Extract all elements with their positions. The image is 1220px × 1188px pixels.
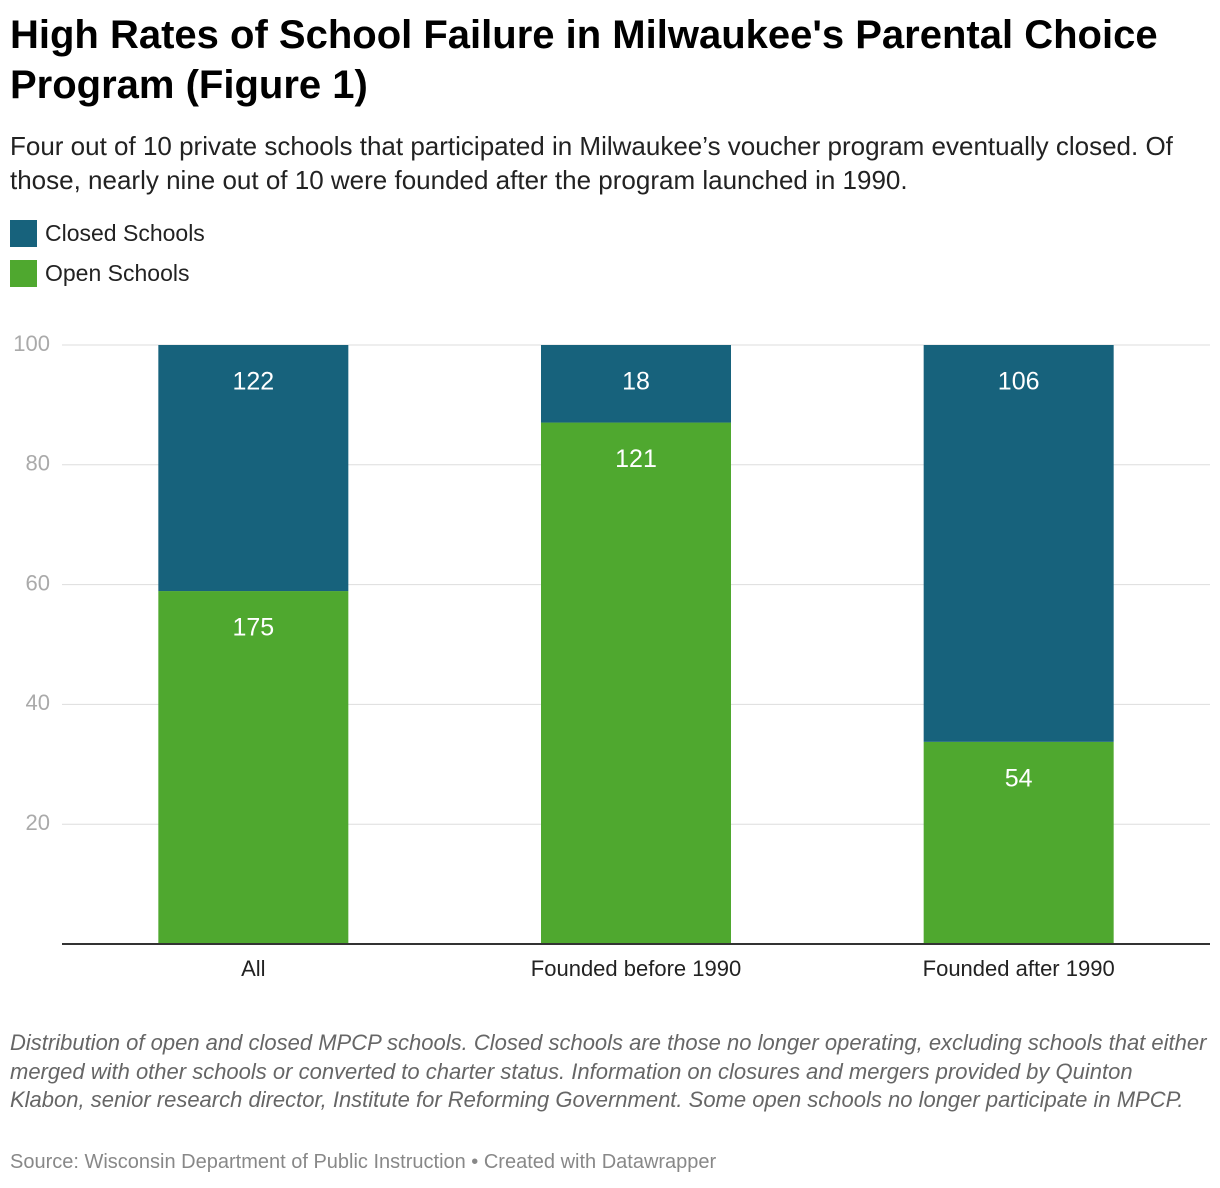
bar-segment (541, 345, 731, 423)
bar-segment (923, 345, 1114, 742)
bar-segment (158, 345, 349, 592)
chart-subtitle: Four out of 10 private schools that part… (10, 131, 1173, 195)
legend-swatch (10, 220, 37, 247)
source: Source: Wisconsin Department of Public I… (10, 1151, 717, 1173)
data-label: 54 (1005, 764, 1033, 792)
data-label: 106 (998, 368, 1040, 396)
y-tick-label: 80 (26, 451, 50, 476)
x-tick-label: Founded before 1990 (531, 956, 741, 981)
data-label: 175 (232, 614, 274, 642)
legend-label: Closed Schools (45, 220, 205, 246)
y-tick-label: 60 (26, 570, 50, 595)
bar-segment (541, 422, 731, 944)
data-label: 18 (622, 368, 650, 396)
y-tick-label: 20 (26, 810, 50, 835)
y-tick-label: 40 (26, 690, 50, 715)
data-label: 122 (232, 368, 274, 396)
data-label: 121 (615, 445, 657, 473)
chart-title: High Rates of School Failure in Milwauke… (10, 13, 1158, 107)
bar-segment (923, 741, 1114, 944)
legend-label: Open Schools (45, 260, 190, 286)
x-tick-label: All (241, 956, 265, 981)
legend-item: Closed Schools (10, 220, 205, 247)
x-tick-label: Founded after 1990 (923, 956, 1115, 981)
legend-item: Open Schools (10, 260, 189, 287)
legend-swatch (10, 260, 37, 287)
y-tick-label: 100 (13, 331, 50, 356)
notes: Distribution of open and closed MPCP sch… (10, 1030, 1207, 1112)
bar-segment (158, 591, 349, 944)
